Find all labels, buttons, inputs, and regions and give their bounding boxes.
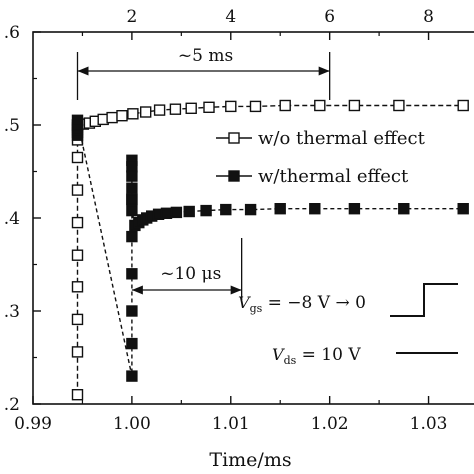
vgs-step-waveform <box>390 283 458 317</box>
filled-square-marker <box>126 182 138 194</box>
y-tick-label: .3 <box>4 302 20 322</box>
open-square-marker <box>348 99 361 112</box>
open-square-marker <box>116 109 128 122</box>
filled-square-marker <box>126 305 138 317</box>
filled-square-marker <box>220 203 232 216</box>
x2-tick-label: 6 <box>324 7 335 27</box>
filled-square-marker <box>398 202 410 215</box>
vds-label: Vds = 10 V <box>272 345 361 367</box>
interval-label-us: ~10 μs <box>160 264 221 284</box>
filled-square-marker <box>126 370 138 382</box>
filled-square-marker <box>309 202 321 215</box>
open-square-marker <box>71 216 84 229</box>
x2-tick-label: 8 <box>423 7 434 27</box>
filled-square-marker <box>126 337 138 350</box>
open-square-marker <box>71 249 84 261</box>
y-tick-label: .2 <box>4 395 20 415</box>
open-square-marker <box>71 313 84 326</box>
series-line-1 <box>76 120 464 377</box>
arrow-head <box>131 285 143 295</box>
open-square-marker <box>71 184 84 196</box>
open-square-marker <box>457 99 469 112</box>
open-square-marker <box>314 99 326 112</box>
open-square-marker <box>71 346 84 358</box>
legend-open-square-marker <box>228 132 240 144</box>
open-square-marker <box>249 100 262 113</box>
arrow-head <box>318 66 330 76</box>
x-tick-label: 0.99 <box>14 414 52 434</box>
x2-tick-label: 2 <box>126 7 137 27</box>
x2-tick-label: 4 <box>225 7 236 27</box>
filled-square-marker <box>126 170 138 182</box>
open-square-marker <box>153 104 166 116</box>
arrow-head <box>230 285 242 295</box>
y-tick-label: .6 <box>4 23 20 43</box>
legend-filled-square-marker <box>228 170 240 182</box>
legend-entry-label: w/thermal effect <box>258 166 409 187</box>
arrow-head <box>77 66 89 76</box>
open-square-marker <box>203 101 215 114</box>
filled-square-marker <box>71 114 84 127</box>
legend-entry-label: w/o thermal effect <box>258 128 426 149</box>
interval-label-ms: ~5 ms <box>178 46 233 66</box>
x-tick-label: 1.02 <box>311 414 349 434</box>
open-square-marker <box>139 106 152 118</box>
open-square-marker <box>71 151 84 164</box>
open-square-marker <box>169 103 182 115</box>
filled-square-marker <box>126 204 138 217</box>
y-tick-label: .5 <box>4 116 20 136</box>
open-square-marker <box>185 102 197 115</box>
y-tick-label: .4 <box>4 209 20 229</box>
x-tick-label: 1.00 <box>113 414 151 434</box>
filled-square-marker <box>126 230 138 243</box>
open-square-marker <box>393 99 405 112</box>
open-square-marker <box>127 108 139 120</box>
filled-square-marker <box>274 202 286 215</box>
filled-square-marker <box>457 202 469 215</box>
filled-square-marker <box>126 161 138 173</box>
open-square-marker <box>225 100 237 113</box>
filled-square-marker <box>183 205 195 218</box>
filled-square-marker <box>244 203 257 216</box>
filled-square-marker <box>200 204 212 217</box>
x-tick-label: 1.03 <box>410 414 448 434</box>
filled-square-marker <box>126 268 138 280</box>
x-tick-label: 1.01 <box>212 414 250 434</box>
x-axis-label: Time/ms <box>209 449 291 471</box>
filled-square-marker <box>348 202 361 215</box>
open-square-marker <box>106 111 118 124</box>
filled-square-marker <box>170 206 183 219</box>
open-square-marker <box>279 99 291 112</box>
open-square-marker <box>71 389 84 401</box>
vgs-label: Vgs = −8 V → 0 <box>238 293 366 315</box>
filled-square-marker <box>160 207 173 220</box>
filled-square-marker <box>126 193 138 206</box>
open-square-marker <box>71 281 84 293</box>
